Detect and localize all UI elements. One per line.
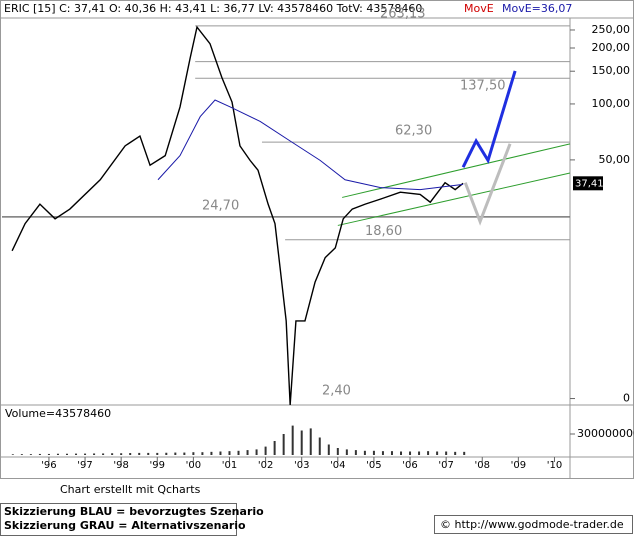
channel-line (337, 172, 571, 226)
x-tick-label: '98 (113, 460, 128, 471)
x-tick-label: '04 (330, 460, 345, 471)
volume-bar (165, 452, 168, 455)
x-tick-label: '02 (258, 460, 273, 471)
volume-bar (372, 450, 375, 455)
volume-bar (436, 451, 439, 455)
x-tick-label: '10 (547, 460, 562, 471)
scenario-sketch (463, 143, 512, 226)
volume-bar (228, 451, 231, 455)
volume-bar (363, 450, 366, 455)
volume-bar (93, 453, 96, 455)
volume-bar (400, 451, 403, 455)
volume-bar (56, 453, 59, 455)
volume-bar (282, 434, 285, 455)
volume-bar (183, 452, 186, 455)
volume-bar (273, 441, 276, 455)
volume-bar (427, 451, 430, 455)
volume-bar (445, 451, 448, 455)
y-tick-label: 200,00 (592, 41, 631, 54)
x-tick-label: '09 (511, 460, 526, 471)
volume-bar (219, 451, 222, 455)
volume-bar (102, 453, 105, 455)
volume-bar (156, 452, 159, 455)
moving-average (157, 99, 464, 191)
ma-label: MovE=36,07 (502, 2, 572, 15)
level-label: 2,40 (322, 384, 351, 399)
volume-bar (300, 430, 303, 455)
volume-bar (354, 450, 357, 455)
y-tick-label: 0 (623, 392, 630, 405)
ma-name: MovE (464, 2, 494, 15)
volume-bar (201, 452, 204, 455)
level-label: 24,70 (202, 198, 239, 213)
volume-bar (291, 425, 294, 455)
volume-bar (381, 451, 384, 455)
volume-bar (255, 449, 258, 455)
volume-bar (111, 453, 114, 455)
volume-bar (147, 452, 150, 455)
credit: Chart erstellt mit Qcharts (60, 483, 201, 496)
volume-bar (237, 450, 240, 455)
volume-bar (192, 452, 195, 455)
y-tick-label: 50,00 (599, 153, 631, 166)
volume-bar (336, 448, 339, 455)
volume-bar (390, 451, 393, 455)
volume-bar (345, 449, 348, 455)
x-tick-label: '08 (475, 460, 490, 471)
volume-bar (129, 453, 132, 455)
volume-bar (318, 437, 321, 455)
x-tick-label: '99 (150, 460, 165, 471)
volume-bar (29, 454, 32, 455)
volume-bar (65, 453, 68, 455)
y-tick-label: 100,00 (592, 97, 631, 110)
x-tick-label: '06 (402, 460, 417, 471)
volume-bar (463, 451, 466, 455)
level-label: 18,60 (365, 224, 402, 239)
volume-bar (38, 453, 41, 455)
volume-bar (138, 452, 141, 455)
y-tick-label: 250,00 (592, 23, 631, 36)
volume-bar (84, 453, 87, 455)
volume-bar (11, 454, 14, 455)
source-box (434, 515, 633, 534)
volume-bar (120, 453, 123, 455)
volume-bar (246, 450, 249, 455)
x-tick-label: '00 (186, 460, 201, 471)
x-tick-label: '05 (366, 460, 381, 471)
volume-bar (264, 446, 267, 455)
volume-bar (210, 451, 213, 455)
volume-bar (20, 454, 23, 455)
x-tick-label: '03 (294, 460, 309, 471)
x-tick-label: '01 (222, 460, 237, 471)
y-tick-label: 300000000 (577, 427, 634, 440)
last-price-box (573, 176, 603, 191)
header: ERIC [15] C: 37,41 O: 40,36 H: 43,41 L: … (4, 2, 422, 15)
x-tick-label: '07 (438, 460, 453, 471)
volume-bar (409, 451, 412, 455)
source: © http://www.godmode-trader.de (440, 518, 624, 531)
volume-bar (174, 452, 177, 455)
x-tick-label: '96 (41, 460, 56, 471)
price-line (11, 25, 464, 406)
scenario-sketch (461, 70, 517, 168)
volume-label: Volume=43578460 (5, 407, 111, 420)
level-label: 263,13 (380, 6, 426, 21)
note: Skizzierung BLAU = bevorzugtes Szenario (4, 505, 264, 518)
volume-bar (75, 453, 78, 455)
x-tick-label: '97 (77, 460, 92, 471)
note-box (0, 503, 237, 536)
volume-bar (47, 453, 50, 455)
volume-bar (309, 428, 312, 455)
level-label: 62,30 (395, 124, 432, 139)
y-tick-label: 150,00 (592, 64, 631, 77)
volume-bar (418, 451, 421, 455)
volume-bar (454, 451, 457, 455)
last-price-label: 37,41 (575, 178, 604, 189)
volume-bar (327, 444, 330, 455)
level-label: 137,50 (460, 79, 506, 94)
channel-line (342, 143, 571, 198)
note: Skizzierung GRAU = Alternativszenario (4, 519, 246, 532)
